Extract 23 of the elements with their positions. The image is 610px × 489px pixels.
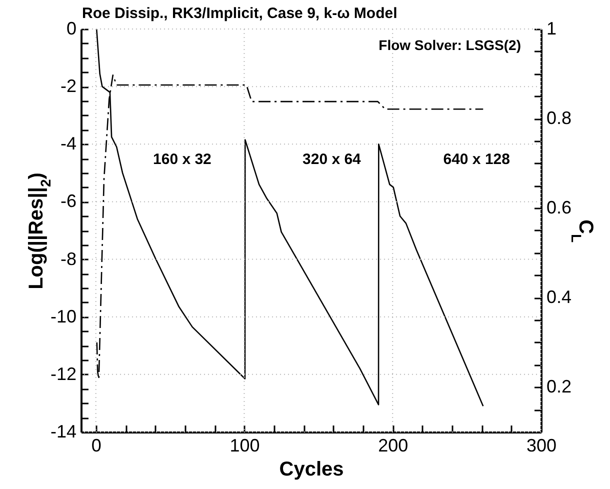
x-tick-label: 100 bbox=[230, 436, 260, 456]
annotation: Flow Solver: LSGS(2) bbox=[378, 37, 521, 53]
annotation: 640 x 128 bbox=[443, 150, 510, 168]
x-tick-label: 200 bbox=[378, 436, 408, 456]
y2-tick-label: 0.4 bbox=[546, 287, 572, 308]
y-tick-label: 0 bbox=[66, 18, 76, 38]
y2-tick-label: 0.8 bbox=[546, 108, 572, 128]
y-tick-label: -2 bbox=[60, 76, 76, 96]
y-tick-label: -6 bbox=[60, 191, 76, 212]
y-tick-label: -14 bbox=[50, 422, 76, 442]
y2-tick-label: 0.6 bbox=[546, 198, 572, 218]
y-tick-label: -10 bbox=[50, 306, 76, 326]
x-axis-title: Cycles bbox=[279, 458, 344, 480]
y2-tick-label: 0.2 bbox=[546, 376, 572, 397]
x-tick-label: 0 bbox=[91, 436, 102, 456]
y-tick-label: -12 bbox=[50, 364, 76, 384]
x-tick-label: 300 bbox=[526, 436, 557, 456]
y-tick-label: -8 bbox=[60, 248, 76, 269]
annotation: 320 x 64 bbox=[302, 150, 362, 168]
y2-tick-label: 1 bbox=[546, 18, 557, 38]
y-tick-label: -4 bbox=[60, 134, 76, 154]
chart-title: Roe Dissip., RK3/Implicit, Case 9, k-ω Model bbox=[82, 5, 398, 22]
annotation: 160 x 32 bbox=[153, 150, 212, 168]
